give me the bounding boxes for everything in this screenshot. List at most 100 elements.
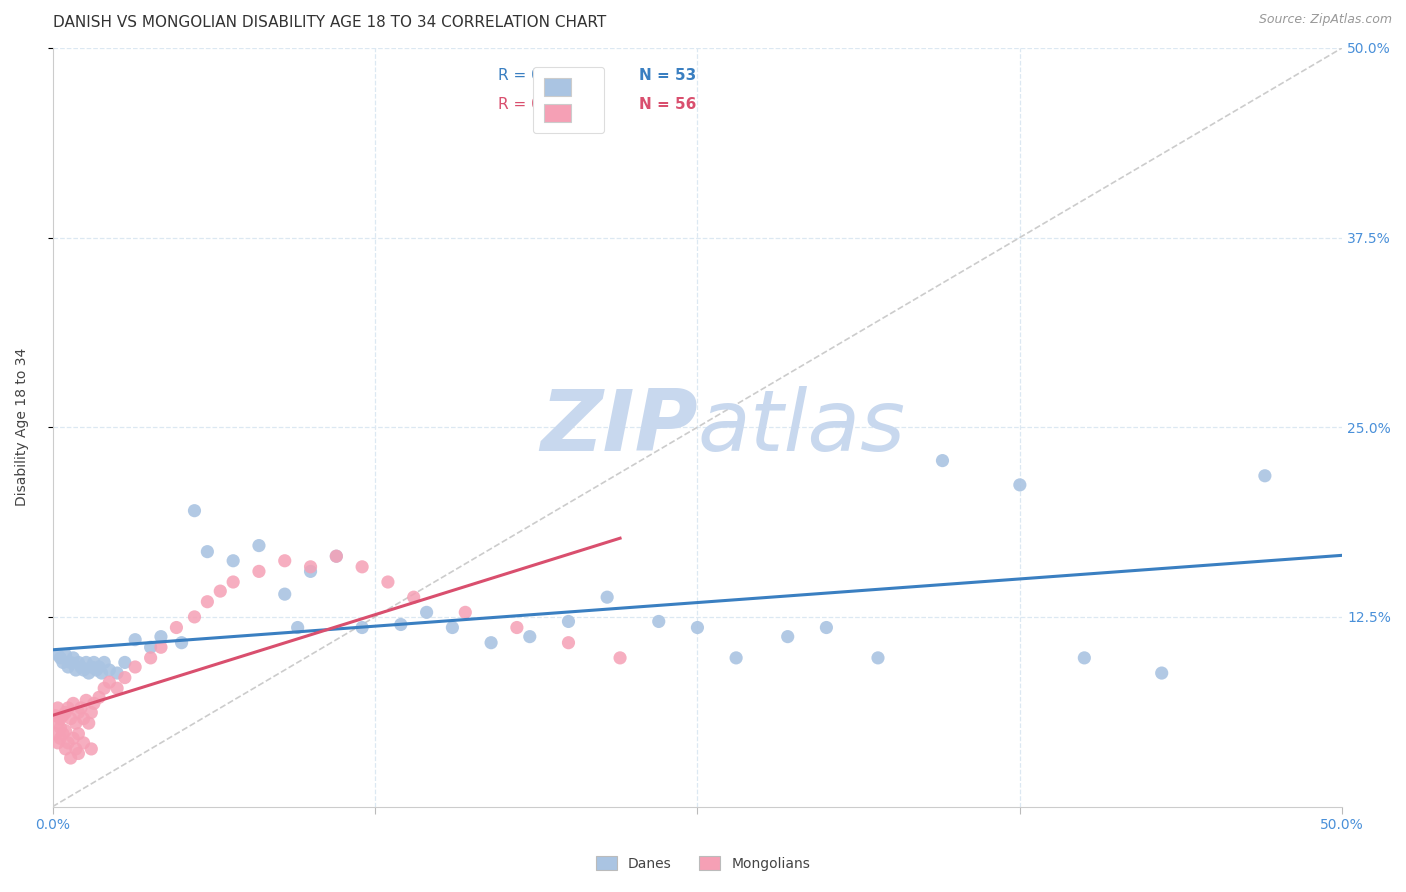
Point <box>56 701 79 715</box>
Point <box>686 621 709 635</box>
Point <box>65 742 87 756</box>
Text: R = 0.222: R = 0.222 <box>498 68 574 83</box>
Point <box>55 742 77 756</box>
Point <box>49 731 72 746</box>
Point <box>80 742 103 756</box>
Point <box>557 615 579 629</box>
Point <box>52 708 75 723</box>
Point <box>1254 468 1277 483</box>
Point <box>98 675 121 690</box>
Y-axis label: Disability Age 18 to 34: Disability Age 18 to 34 <box>15 348 30 507</box>
Point <box>49 651 72 665</box>
Point <box>75 656 97 670</box>
Point <box>114 656 136 670</box>
Point <box>105 681 128 696</box>
Point <box>98 663 121 677</box>
Point <box>44 708 66 723</box>
Point <box>80 660 103 674</box>
Point <box>931 453 953 467</box>
Point <box>62 651 84 665</box>
Point <box>46 716 69 731</box>
Point <box>352 559 374 574</box>
Point <box>441 621 464 635</box>
Point <box>377 574 399 589</box>
Text: N = 56: N = 56 <box>640 97 697 112</box>
Point <box>325 549 347 564</box>
Text: R = 0.461: R = 0.461 <box>498 97 574 112</box>
Point <box>55 706 77 720</box>
Point <box>83 697 105 711</box>
Point <box>1150 666 1173 681</box>
Point <box>56 660 79 674</box>
Point <box>389 617 412 632</box>
Point <box>77 666 100 681</box>
Point <box>222 554 245 568</box>
Point <box>67 706 90 720</box>
Point <box>46 701 69 715</box>
Point <box>62 697 84 711</box>
Point <box>222 574 245 589</box>
Point <box>183 504 205 518</box>
Point <box>86 663 108 677</box>
Point <box>596 590 619 604</box>
Point <box>124 632 146 647</box>
Point <box>299 565 322 579</box>
Point <box>776 630 799 644</box>
Point <box>46 736 69 750</box>
Point <box>114 671 136 685</box>
Point <box>59 656 82 670</box>
Point <box>149 630 172 644</box>
Point <box>67 747 90 761</box>
Point <box>90 666 112 681</box>
Point <box>352 621 374 635</box>
Point <box>49 721 72 735</box>
Point <box>56 736 79 750</box>
Point <box>70 701 93 715</box>
Point <box>815 621 838 635</box>
Point <box>247 565 270 579</box>
Point <box>195 595 218 609</box>
Point <box>65 716 87 731</box>
Point <box>149 640 172 655</box>
Point <box>46 648 69 662</box>
Point <box>454 605 477 619</box>
Point <box>557 636 579 650</box>
Point <box>49 712 72 726</box>
Point <box>1008 478 1031 492</box>
Point <box>519 630 541 644</box>
Point <box>87 660 110 674</box>
Point <box>1073 651 1095 665</box>
Point <box>195 544 218 558</box>
Point <box>55 723 77 738</box>
Point <box>62 731 84 746</box>
Point <box>83 656 105 670</box>
Text: atlas: atlas <box>697 385 905 468</box>
Point <box>55 648 77 662</box>
Point <box>72 736 94 750</box>
Point <box>72 712 94 726</box>
Legend: Danes, Mongolians: Danes, Mongolians <box>591 850 815 876</box>
Point <box>648 615 671 629</box>
Point <box>77 716 100 731</box>
Point <box>725 651 748 665</box>
Point <box>93 681 115 696</box>
Point <box>52 656 75 670</box>
Point <box>866 651 889 665</box>
Point <box>65 663 87 677</box>
Point <box>52 727 75 741</box>
Text: DANISH VS MONGOLIAN DISABILITY AGE 18 TO 34 CORRELATION CHART: DANISH VS MONGOLIAN DISABILITY AGE 18 TO… <box>52 15 606 30</box>
Point <box>59 712 82 726</box>
Point <box>105 666 128 681</box>
Point <box>67 727 90 741</box>
Point <box>402 590 425 604</box>
Point <box>479 636 502 650</box>
Point <box>183 610 205 624</box>
Point <box>299 559 322 574</box>
Point <box>87 690 110 705</box>
Point <box>75 693 97 707</box>
Point <box>80 706 103 720</box>
Point <box>44 727 66 741</box>
Point <box>139 640 162 655</box>
Point <box>274 587 297 601</box>
Point <box>506 621 529 635</box>
